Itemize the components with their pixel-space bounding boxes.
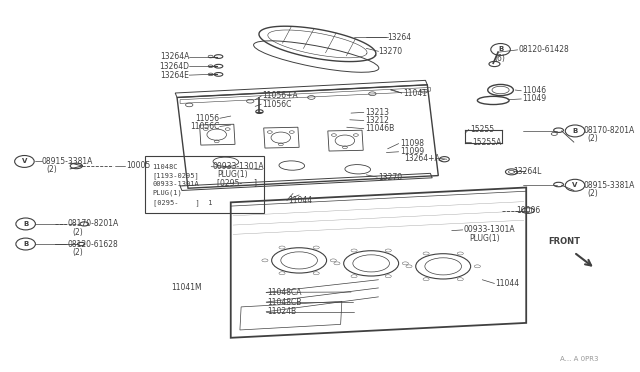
Text: 11049: 11049 xyxy=(522,94,547,103)
Text: 10006: 10006 xyxy=(516,206,540,215)
Text: 11056C: 11056C xyxy=(190,122,220,131)
Text: V: V xyxy=(572,182,578,188)
Text: 00933-1301A: 00933-1301A xyxy=(464,225,516,234)
Text: 11046: 11046 xyxy=(522,86,547,95)
Text: 13264A: 13264A xyxy=(160,52,189,61)
Text: 11044: 11044 xyxy=(288,196,312,205)
Text: 10005: 10005 xyxy=(125,161,150,170)
Text: 13264+A: 13264+A xyxy=(404,154,440,163)
Text: (2): (2) xyxy=(588,189,598,198)
Text: 08170-8201A: 08170-8201A xyxy=(584,126,635,135)
Text: 15255A: 15255A xyxy=(472,138,502,147)
Text: 11024B: 11024B xyxy=(268,307,296,316)
Text: 11099: 11099 xyxy=(400,147,424,156)
Text: 11098: 11098 xyxy=(400,139,424,148)
Text: 08170-8201A: 08170-8201A xyxy=(67,219,118,228)
Text: [0295-     ]: [0295- ] xyxy=(218,178,257,187)
Text: 13264L: 13264L xyxy=(513,167,541,176)
Text: (2): (2) xyxy=(72,248,83,257)
Text: 13264D: 13264D xyxy=(159,62,189,71)
Text: 13213: 13213 xyxy=(365,108,389,117)
Text: A... A 0PR3: A... A 0PR3 xyxy=(560,356,598,362)
Text: 13270: 13270 xyxy=(378,173,403,182)
Text: 08120-61428: 08120-61428 xyxy=(519,45,570,54)
Text: (2): (2) xyxy=(72,228,83,237)
Text: B: B xyxy=(23,241,28,247)
Text: 11056C: 11056C xyxy=(262,100,292,109)
Text: B: B xyxy=(498,46,503,52)
Text: 13270: 13270 xyxy=(378,47,403,56)
Text: 08120-61628: 08120-61628 xyxy=(67,240,118,248)
Text: 11044: 11044 xyxy=(496,279,520,288)
Text: FRONT: FRONT xyxy=(548,237,580,246)
Text: PLUG(1): PLUG(1) xyxy=(218,170,248,179)
Text: 11041: 11041 xyxy=(403,89,427,97)
Text: 13212: 13212 xyxy=(365,116,389,125)
Text: B: B xyxy=(23,221,28,227)
Text: 15255: 15255 xyxy=(470,125,494,134)
Text: (2): (2) xyxy=(46,165,57,174)
Text: 11048CB: 11048CB xyxy=(268,298,301,307)
Text: 08915-3381A: 08915-3381A xyxy=(584,181,635,190)
Text: 11048CA: 11048CA xyxy=(268,288,302,297)
Text: (2): (2) xyxy=(588,134,598,143)
Text: (6): (6) xyxy=(495,54,506,62)
Text: 11056+A: 11056+A xyxy=(262,92,298,100)
Text: 11048C
[1193-0295]
00933-1301A
PLUG(1)
[0295-    ]  1: 11048C [1193-0295] 00933-1301A PLUG(1) [… xyxy=(152,164,212,206)
Text: 13264: 13264 xyxy=(388,33,412,42)
Text: 13264E: 13264E xyxy=(161,71,189,80)
Text: B: B xyxy=(572,128,578,134)
Text: PLUG(1): PLUG(1) xyxy=(469,234,499,243)
Text: 00933-1301A: 00933-1301A xyxy=(212,162,264,171)
Text: 08915-3381A: 08915-3381A xyxy=(42,157,93,166)
Text: V: V xyxy=(22,158,27,164)
Text: 11056: 11056 xyxy=(196,114,220,123)
Text: 11041M: 11041M xyxy=(171,283,202,292)
Text: 11046B: 11046B xyxy=(365,124,394,133)
